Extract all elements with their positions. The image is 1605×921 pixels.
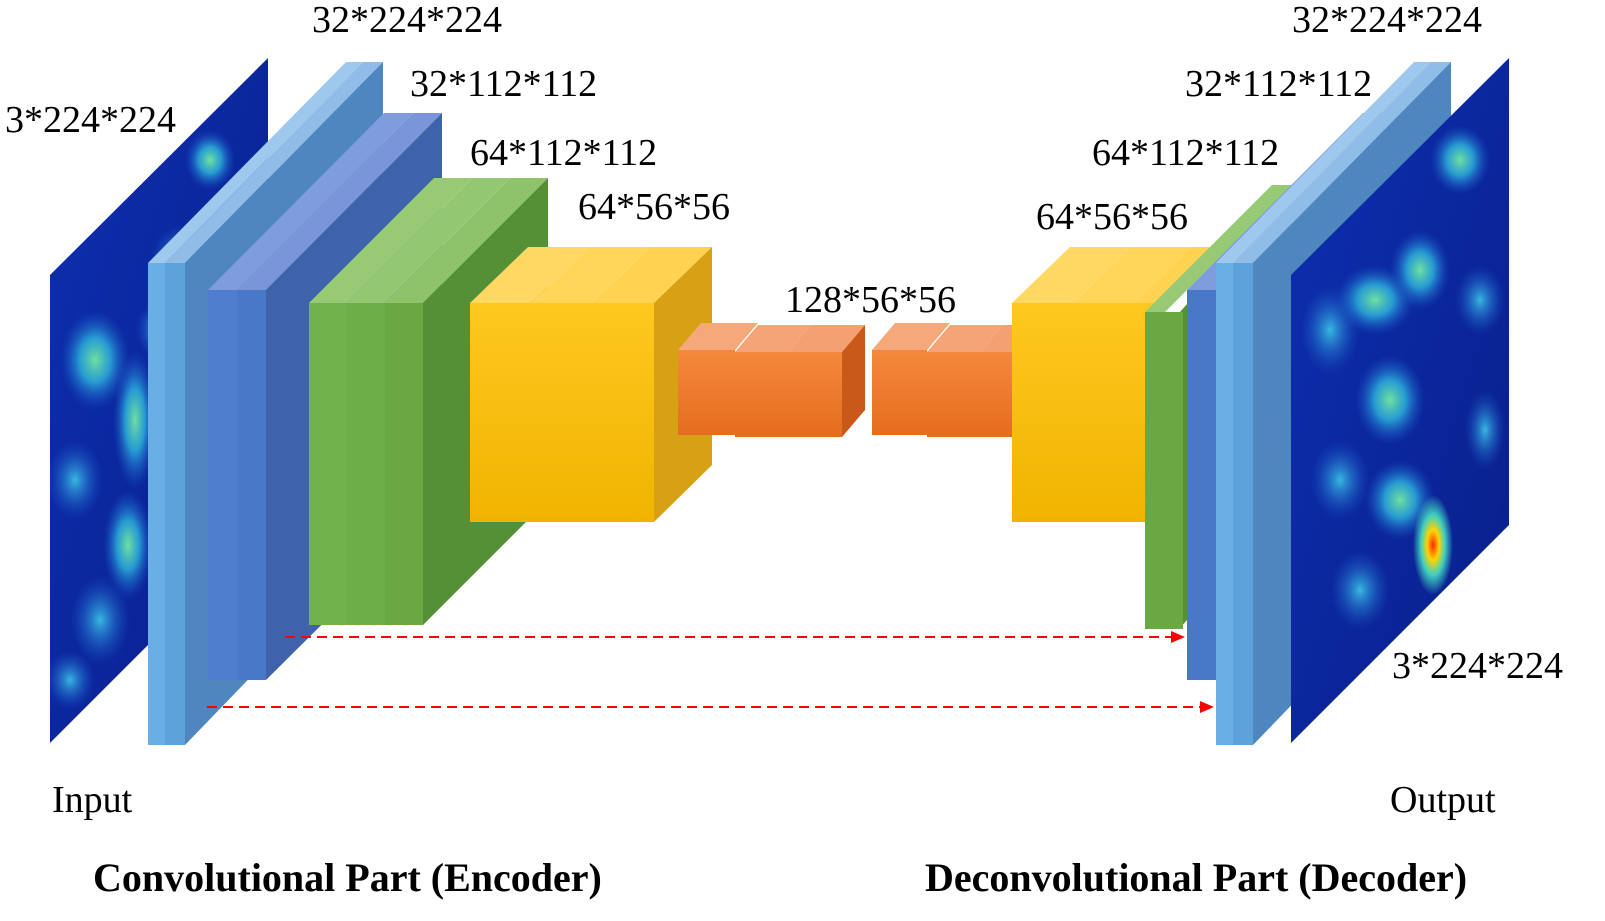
bottleneck-dim-label: 128*56*56 [785, 279, 956, 321]
output-feature-map [1291, 58, 1509, 743]
bottleneck-encoder-block [678, 323, 865, 437]
output-dim-label: 3*224*224 [1392, 645, 1563, 687]
decoder-caption: Deconvolutional Part (Decoder) [925, 855, 1467, 900]
pool1-dim-label: 32*112*112 [410, 63, 597, 105]
pool2-dim-label: 64*56*56 [578, 186, 730, 228]
encoder-caption: Convolutional Part (Encoder) [93, 855, 602, 900]
input-dim-label: 3*224*224 [5, 99, 176, 141]
bottleneck-decoder-block [872, 323, 1018, 437]
deconv2-dim-label: 64*112*112 [1092, 132, 1279, 174]
encoder-pool2-block [470, 247, 712, 522]
unpool2-dim-label: 64*56*56 [1036, 196, 1188, 238]
deconv1-dim-label: 32*224*224 [1292, 0, 1482, 41]
unpool1-dim-label: 32*112*112 [1185, 63, 1372, 105]
output-label: Output [1390, 779, 1496, 821]
conv2-dim-label: 64*112*112 [470, 132, 657, 174]
conv1-dim-label: 32*224*224 [312, 0, 502, 41]
input-label: Input [52, 779, 133, 821]
